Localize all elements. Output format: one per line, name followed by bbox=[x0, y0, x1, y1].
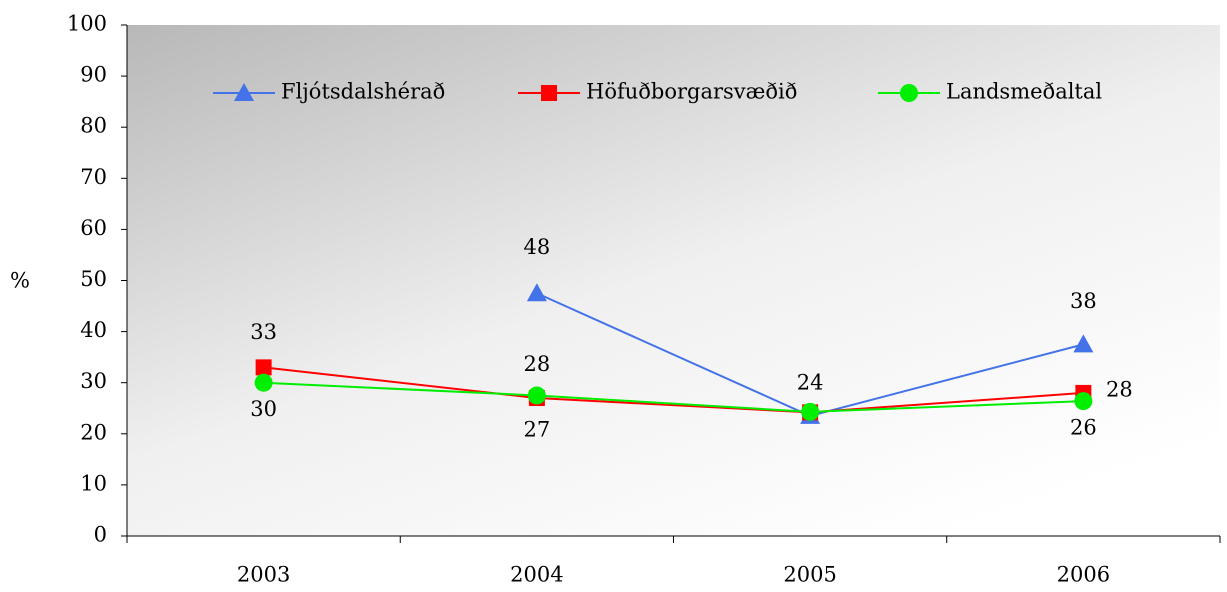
data-label: 38 bbox=[1070, 289, 1097, 313]
marker bbox=[255, 359, 272, 376]
x-tick-label: 2003 bbox=[237, 563, 290, 587]
y-tick-label: 60 bbox=[80, 216, 107, 240]
series-line bbox=[263, 366, 1084, 414]
data-label: 48 bbox=[524, 235, 551, 259]
y-tick-label: 90 bbox=[80, 63, 107, 87]
data-label: 28 bbox=[1106, 377, 1133, 401]
y-tick-label: 0 bbox=[94, 523, 107, 547]
data-label: 26 bbox=[1070, 416, 1097, 440]
legend-label: Fljótsdalshérað bbox=[281, 80, 445, 104]
legend-marker bbox=[234, 83, 254, 101]
y-tick-label: 80 bbox=[80, 114, 107, 138]
legend-label: Landsmeðaltal bbox=[946, 80, 1102, 104]
data-label: 27 bbox=[524, 418, 551, 442]
marker bbox=[527, 386, 546, 405]
legend-marker bbox=[900, 84, 918, 102]
marker bbox=[254, 373, 273, 392]
x-tick-label: 2005 bbox=[783, 563, 836, 587]
legend-marker bbox=[541, 85, 557, 101]
data-label: 24 bbox=[797, 370, 824, 394]
data-label: 28 bbox=[524, 352, 551, 376]
marker bbox=[1074, 392, 1093, 411]
x-tick-label: 2004 bbox=[510, 563, 563, 587]
series-line bbox=[263, 381, 1084, 413]
x-tick-label: 2006 bbox=[1057, 563, 1110, 587]
y-tick-label: 30 bbox=[80, 369, 107, 393]
y-axis-label: % bbox=[10, 269, 30, 293]
y-tick-label: 70 bbox=[80, 165, 107, 189]
plot-area bbox=[127, 25, 1220, 536]
data-label: 30 bbox=[250, 397, 277, 421]
marker bbox=[526, 283, 547, 302]
data-label: 33 bbox=[250, 320, 277, 344]
y-tick-label: 40 bbox=[80, 318, 107, 342]
marker bbox=[1073, 334, 1094, 353]
legend-label: Höfuðborgarsvæðið bbox=[586, 80, 797, 104]
marker bbox=[801, 402, 820, 421]
y-tick-label: 50 bbox=[80, 267, 107, 291]
y-tick-label: 100 bbox=[67, 12, 107, 36]
y-tick-label: 10 bbox=[80, 471, 107, 495]
y-tick-label: 20 bbox=[80, 420, 107, 444]
